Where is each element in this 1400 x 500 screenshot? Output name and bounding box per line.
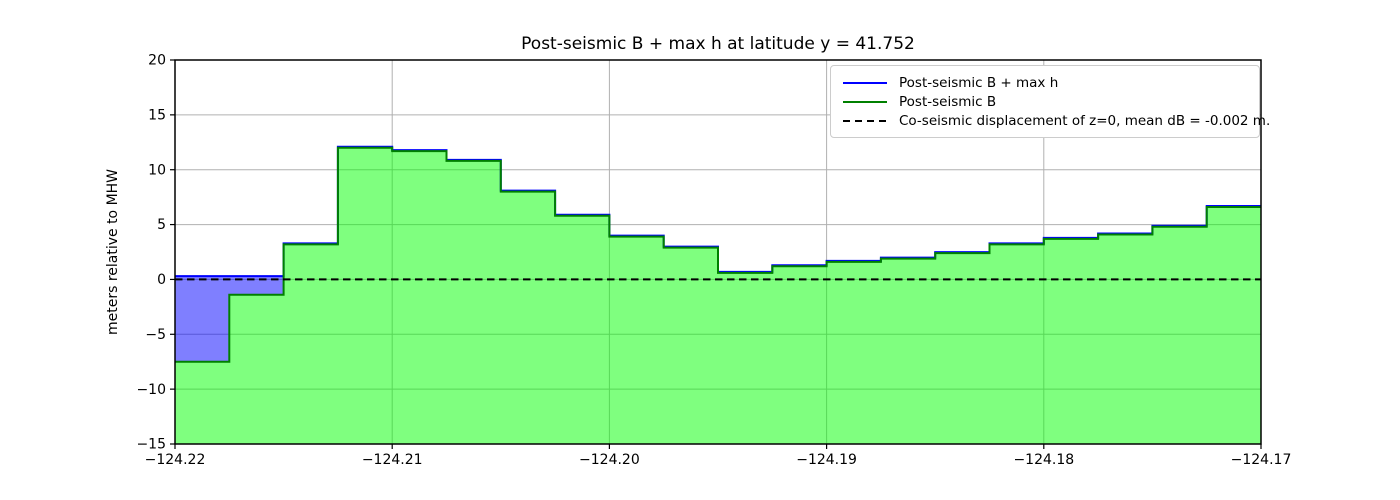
post-seismic-b-line	[175, 146, 1261, 363]
legend-item-coseismic: Co-seismic displacement of z=0, mean dB …	[843, 111, 1270, 130]
legend-label: Post-seismic B + max h	[899, 74, 1059, 91]
x-tick-label: −124.17	[1231, 452, 1292, 468]
y-axis-label: meters relative to MHW	[105, 168, 121, 336]
legend-item-b: Post-seismic B	[843, 92, 1249, 111]
legend-label: Co-seismic displacement of z=0, mean dB …	[899, 112, 1271, 129]
x-tick-label: −124.22	[145, 452, 206, 468]
x-tick-label: −124.21	[362, 452, 423, 468]
legend-line-blue	[843, 81, 887, 84]
chart-title: Post-seismic B + max h at latitude y = 4…	[521, 34, 915, 54]
x-tick-label: −124.19	[796, 452, 857, 468]
legend-line-green	[843, 100, 887, 103]
x-tick-label: −124.18	[1013, 452, 1074, 468]
y-tick-label: −10	[136, 382, 166, 398]
legend: Post-seismic B + max h Post-seismic B Co…	[830, 65, 1270, 138]
y-tick-label: 15	[148, 107, 166, 123]
post-seismic-b-fill	[175, 147, 1261, 444]
y-tick-label: 20	[148, 53, 166, 69]
legend-label: Post-seismic B	[899, 93, 997, 110]
y-tick-label: −5	[145, 327, 166, 343]
y-tick-label: 0	[157, 272, 166, 288]
axes-frame	[174, 59, 1262, 445]
y-tick-label: −15	[136, 437, 166, 453]
legend-line-dashed-black	[843, 119, 887, 122]
x-tick-label: −124.20	[579, 452, 640, 468]
y-tick-label: 10	[148, 162, 166, 178]
legend-item-b-plus-maxh: Post-seismic B + max h	[843, 73, 1249, 92]
y-tick-label: 5	[157, 217, 166, 233]
